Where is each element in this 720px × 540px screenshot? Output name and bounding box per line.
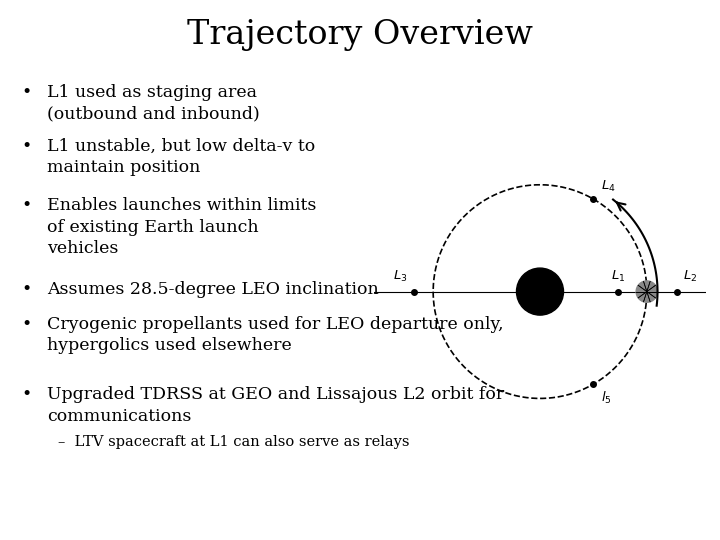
Text: Assumes 28.5-degree LEO inclination: Assumes 28.5-degree LEO inclination [47, 281, 379, 298]
Text: Cryogenic propellants used for LEO departure only,
hypergolics used elsewhere: Cryogenic propellants used for LEO depar… [47, 316, 503, 354]
Text: $L_3$: $L_3$ [393, 269, 408, 284]
Text: $l_5$: $l_5$ [601, 389, 611, 406]
Text: L1 unstable, but low delta-v to
maintain position: L1 unstable, but low delta-v to maintain… [47, 138, 315, 176]
Text: Trajectory Overview: Trajectory Overview [187, 19, 533, 51]
Circle shape [636, 281, 657, 302]
Text: •: • [22, 138, 32, 154]
Text: •: • [22, 281, 32, 298]
Text: •: • [22, 316, 32, 333]
Circle shape [516, 268, 564, 315]
Text: •: • [22, 197, 32, 214]
Text: Upgraded TDRSS at GEO and Lissajous L2 orbit for
communications: Upgraded TDRSS at GEO and Lissajous L2 o… [47, 386, 504, 424]
Text: •: • [22, 386, 32, 403]
Text: –  LTV spacecraft at L1 can also serve as relays: – LTV spacecraft at L1 can also serve as… [58, 435, 409, 449]
Text: Enables launches within limits
of existing Earth launch
vehicles: Enables launches within limits of existi… [47, 197, 316, 257]
Text: $L_4$: $L_4$ [601, 179, 616, 194]
Text: L1 used as staging area
(outbound and inbound): L1 used as staging area (outbound and in… [47, 84, 259, 122]
Text: •: • [22, 84, 32, 100]
Text: $L_1$: $L_1$ [611, 269, 625, 284]
Text: $L_2$: $L_2$ [683, 269, 698, 284]
